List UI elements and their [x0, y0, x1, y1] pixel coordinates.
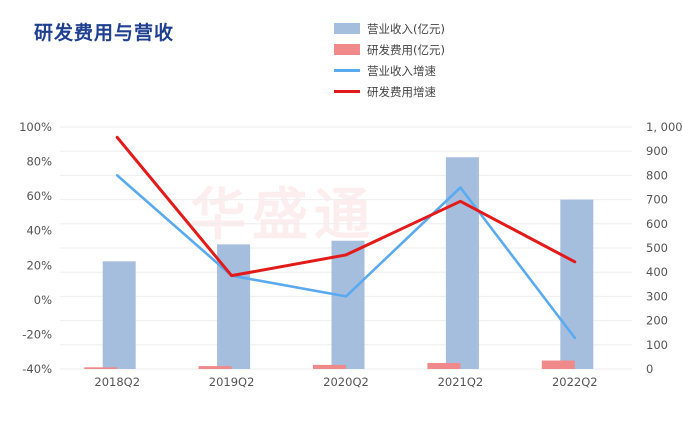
chart-title: 研发费用与营收 — [34, 22, 175, 44]
y-right-tick-label: 600 — [646, 217, 668, 231]
legend: 营业收入(亿元) 研发费用(亿元) 营业收入增速 研发费用增速 — [334, 18, 445, 102]
x-tick-label: 2018Q2 — [94, 375, 140, 389]
y-right-tick-label: 1, 000 — [646, 120, 682, 134]
y-left-tick-label: 40% — [26, 224, 52, 238]
legend-item-revenue-growth: 营业收入增速 — [334, 60, 445, 81]
y-left-tick-label: -40% — [22, 362, 52, 376]
y-right-tick-label: 900 — [646, 144, 668, 158]
y-right-tick-label: 400 — [646, 265, 668, 279]
legend-line-revenue-growth — [334, 69, 360, 72]
legend-item-rd: 研发费用(亿元) — [334, 39, 445, 60]
y-left-tick-label: 80% — [26, 155, 52, 169]
x-tick-label: 2021Q2 — [438, 375, 484, 389]
legend-swatch-rd — [334, 44, 360, 55]
bar-rd-2021Q2 — [427, 362, 461, 369]
legend-label-rd: 研发费用(亿元) — [367, 42, 445, 57]
legend-label-revenue: 营业收入(亿元) — [367, 21, 445, 36]
legend-line-rd-growth — [334, 90, 360, 93]
bar-revenue-2021Q2 — [445, 157, 479, 369]
x-tick-label: 2019Q2 — [209, 375, 255, 389]
y-right-tick-label: 800 — [646, 168, 668, 182]
y-right-tick-label: 0 — [646, 362, 653, 376]
bar-rd-2020Q2 — [313, 364, 346, 369]
bar-rd-2022Q2 — [541, 360, 575, 369]
bar-rd-2019Q2 — [198, 366, 232, 369]
legend-label-revenue-growth: 营业收入增速 — [367, 63, 436, 78]
x-tick-label: 2022Q2 — [552, 375, 598, 389]
y-left-tick-label: 0% — [34, 293, 52, 307]
y-right-tick-label: 100 — [646, 338, 668, 352]
y-right-tick-label: 700 — [646, 193, 668, 207]
bar-revenue-2018Q2 — [102, 261, 136, 369]
bar-revenue-2020Q2 — [331, 240, 365, 369]
line-revenue-growth — [115, 174, 577, 340]
legend-item-rd-growth: 研发费用增速 — [334, 81, 445, 102]
y-left-tick-label: 20% — [26, 258, 52, 272]
bar-revenue-2022Q2 — [560, 199, 594, 369]
legend-label-rd-growth: 研发费用增速 — [367, 84, 436, 99]
line-rd-growth — [115, 135, 577, 278]
y-left-tick-label: -20% — [22, 327, 52, 341]
y-right-tick-label: 300 — [646, 289, 668, 303]
y-right-tick-label: 200 — [646, 314, 668, 328]
y-left-tick-label: 60% — [26, 189, 52, 203]
x-tick-label: 2020Q2 — [323, 375, 369, 389]
legend-item-revenue: 营业收入(亿元) — [334, 18, 445, 39]
y-right-tick-label: 500 — [646, 241, 668, 255]
legend-swatch-revenue — [334, 23, 360, 34]
y-left-tick-label: 100% — [19, 120, 52, 134]
bar-rd-2018Q2 — [84, 367, 118, 369]
